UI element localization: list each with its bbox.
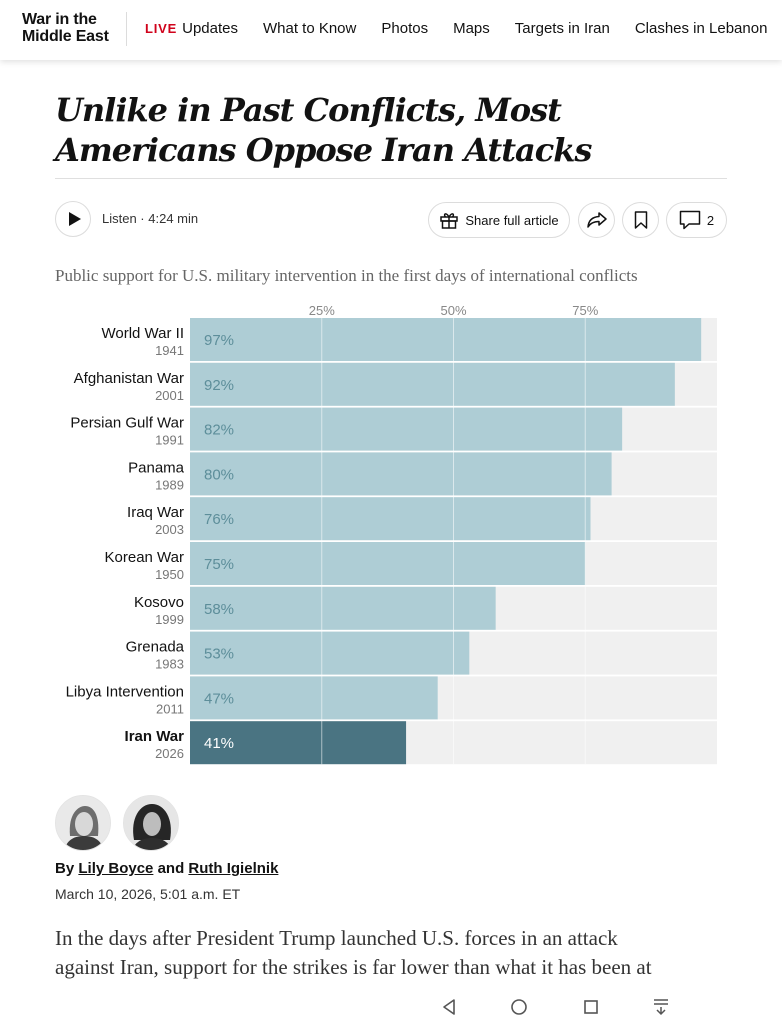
share-full-article-label: Share full article [465, 212, 559, 228]
category-year: 1983 [155, 657, 184, 672]
recents-square-icon [584, 1000, 598, 1014]
category-label: Panama [128, 459, 185, 476]
byline-prefix: By [55, 860, 75, 877]
author-link-lily-boyce[interactable]: Lily Boyce [78, 860, 154, 877]
back-triangle-icon [443, 999, 455, 1015]
category-label: World War II [101, 325, 184, 342]
download-arrow-icon [654, 999, 668, 1016]
live-badge: LIVE [145, 21, 178, 36]
recents-button[interactable] [580, 996, 602, 1018]
category-label: Iran War [125, 728, 185, 745]
listen-duration: Listen · 4:24 min [102, 211, 199, 226]
author-avatar-ruth-igielnik[interactable] [123, 795, 179, 851]
bar [190, 452, 612, 496]
play-icon [68, 212, 81, 226]
category-label: Libya Intervention [66, 683, 184, 700]
category-label: Korean War [105, 549, 184, 566]
author-photo [124, 796, 178, 850]
bookmark-icon [634, 211, 647, 229]
system-nav-bar [0, 988, 782, 1024]
author-photo [56, 796, 110, 850]
nav-item-maps[interactable]: Maps [453, 20, 490, 37]
gift-icon [440, 213, 459, 229]
nav-item-targets-in-iran[interactable]: Targets in Iran [514, 20, 610, 37]
headline-divider [55, 178, 727, 179]
byline-and: and [157, 860, 185, 877]
save-bookmark-button[interactable] [622, 202, 659, 238]
category-year: 1941 [155, 343, 184, 358]
value-label: 97% [204, 332, 234, 349]
comment-count: 2 [706, 212, 715, 228]
nav-item-clashes-in-lebanon[interactable]: Clashes in Lebanon [634, 20, 768, 37]
body-line: In the days after President Trump launch… [55, 926, 618, 950]
bar [190, 407, 623, 451]
value-label: 41% [204, 735, 234, 752]
home-button[interactable] [508, 996, 530, 1018]
nav-item-label: Updates [182, 20, 238, 37]
share-full-article-button[interactable]: Share full article [428, 202, 570, 238]
value-label: 82% [204, 422, 234, 439]
comments-button[interactable]: 2 [666, 202, 727, 238]
publish-date: March 10, 2026, 5:01 a.m. ET [55, 886, 241, 902]
article-headline: Unlike in Past Conflicts, Most Americans… [55, 91, 592, 169]
category-label: Afghanistan War [74, 370, 184, 387]
category-year: 2026 [155, 746, 184, 761]
top-nav: War in the Middle East LIVE Updates What … [0, 0, 782, 60]
value-label: 47% [204, 690, 234, 707]
category-label: Kosovo [134, 594, 184, 611]
x-tick-label: 75% [572, 303, 598, 318]
byline: By Lily Boyce and Ruth Igielnik [55, 860, 278, 877]
author-avatar-lily-boyce[interactable] [55, 795, 111, 851]
home-circle-icon [511, 999, 527, 1015]
bar [190, 542, 586, 585]
nav-item-live-updates[interactable]: LIVE Updates [145, 20, 238, 37]
bar [190, 676, 438, 720]
x-tick-label: 25% [309, 303, 335, 318]
section-title[interactable]: War in the Middle East [22, 11, 109, 45]
play-audio-button[interactable] [55, 201, 91, 237]
keyboard-hide-button[interactable] [650, 996, 672, 1018]
bar [190, 631, 470, 675]
share-arrow-icon [586, 212, 607, 228]
category-label: Grenada [126, 639, 185, 656]
value-label: 58% [204, 601, 234, 618]
value-label: 92% [204, 377, 234, 394]
nav-item-what-to-know[interactable]: What to Know [262, 20, 357, 37]
nav-item-photos[interactable]: Photos [381, 20, 429, 37]
x-tick-label: 50% [440, 303, 466, 318]
support-bar-chart: 25% 50% 75% World War II 1941 97% Afghanistan … [0, 296, 782, 776]
category-year: 2011 [156, 701, 184, 716]
back-button[interactable] [438, 996, 460, 1018]
category-year: 1991 [155, 433, 184, 448]
value-label: 80% [204, 466, 234, 483]
category-year: 1999 [155, 612, 184, 627]
value-label: 75% [204, 556, 234, 573]
category-year: 1950 [155, 567, 184, 582]
nav-items: LIVE Updates What to Know Photos Maps Tar… [145, 20, 767, 37]
body-line: against Iran, support for the strikes is… [55, 955, 652, 979]
author-link-ruth-igielnik[interactable]: Ruth Igielnik [188, 860, 279, 877]
category-label: Iraq War [127, 504, 184, 521]
bar [190, 497, 591, 541]
bar [190, 362, 675, 406]
comment-icon [679, 210, 701, 230]
chart-caption: Public support for U.S. military interve… [55, 266, 638, 285]
category-year: 2003 [155, 522, 184, 537]
share-button[interactable] [578, 202, 615, 238]
bar [190, 586, 496, 630]
bar [190, 318, 702, 361]
article-body: In the days after President Trump launch… [55, 924, 735, 992]
value-label: 53% [204, 646, 234, 663]
category-year: 1989 [155, 477, 184, 492]
value-label: 76% [204, 511, 234, 528]
bar [190, 721, 407, 765]
category-label: Persian Gulf War [70, 415, 184, 432]
category-year: 2001 [155, 388, 184, 403]
nav-divider [126, 12, 127, 46]
